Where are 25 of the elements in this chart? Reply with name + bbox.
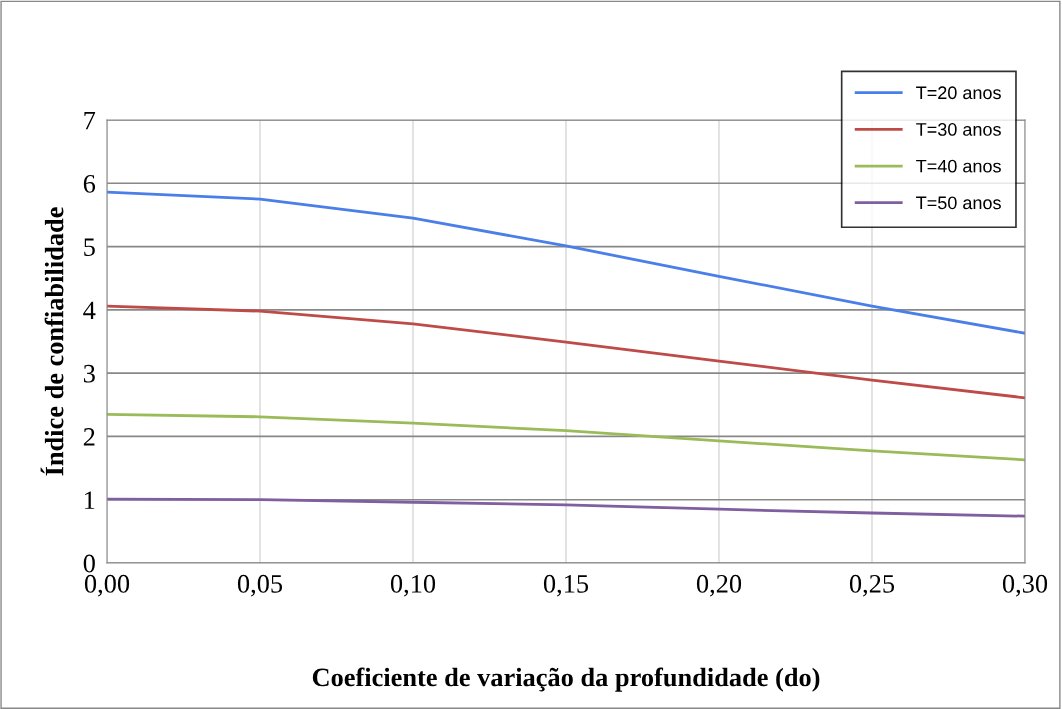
y-tick-label: 7 <box>84 111 96 130</box>
y-tick-label: 3 <box>83 364 95 383</box>
line-series <box>107 497 1025 518</box>
x-tick-label: 0,20 <box>696 574 742 597</box>
legend-label: T=20 anos <box>916 86 1001 100</box>
y-tick-label: 6 <box>83 174 96 193</box>
x-tick-label: 0,30 <box>1002 574 1048 597</box>
line-series <box>107 304 1025 400</box>
line-series <box>107 190 1025 335</box>
y-tick-label: 2 <box>83 428 95 446</box>
y-tick-label: 4 <box>83 301 96 320</box>
x-tick-label: 0,15 <box>543 574 589 597</box>
y-axis-title: Índice de confiabilidade <box>40 207 64 476</box>
x-tick-label: 0,00 <box>84 574 130 597</box>
legend-label: T=30 anos <box>916 123 1001 136</box>
legend-label: T=50 anos <box>916 196 1001 210</box>
x-tick-label: 0,10 <box>390 574 436 597</box>
y-tick-label: 5 <box>84 238 95 256</box>
legend-label: T=40 anos <box>916 159 1001 173</box>
y-tick-label: 0 <box>83 554 95 573</box>
x-tick-label: 0,05 <box>237 574 283 597</box>
x-tick-label: 0,25 <box>849 574 895 597</box>
x-axis-title: Coeficiente de variação da profundidade (do) <box>312 667 820 692</box>
line-series <box>107 412 1025 462</box>
y-tick-label: 1 <box>85 491 95 509</box>
